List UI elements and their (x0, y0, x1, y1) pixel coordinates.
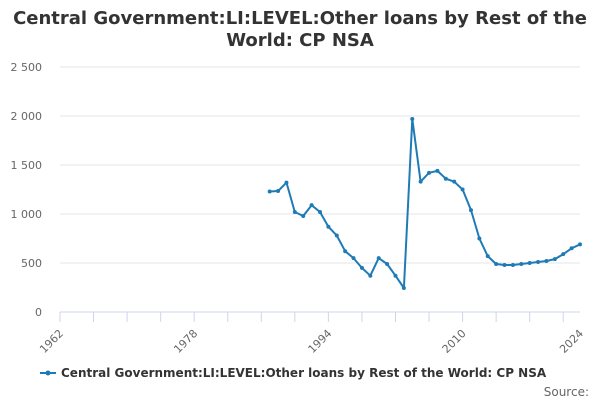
data-point[interactable] (385, 261, 390, 266)
x-tick-label: 1994 (306, 327, 335, 356)
x-tick-label: 1962 (37, 327, 66, 356)
data-point[interactable] (410, 116, 415, 121)
x-tick-label: 2010 (440, 327, 469, 356)
data-point[interactable] (443, 176, 448, 181)
data-point[interactable] (485, 254, 490, 259)
data-point[interactable] (393, 273, 398, 278)
y-tick-label: 1 500 (11, 159, 43, 172)
data-point[interactable] (468, 208, 473, 213)
data-point[interactable] (292, 210, 297, 215)
legend[interactable]: Central Government:LI:LEVEL:Other loans … (40, 366, 547, 380)
data-point[interactable] (435, 168, 440, 173)
data-point[interactable] (418, 179, 423, 184)
credits-text[interactable]: Source: (544, 385, 589, 399)
legend-marker-symbol (45, 370, 51, 376)
chart-title-line-1: Central Government:LI:LEVEL:Other loans … (13, 8, 587, 29)
data-point[interactable] (452, 179, 457, 184)
y-tick-label: 500 (21, 257, 42, 270)
data-point[interactable] (427, 170, 432, 175)
data-point[interactable] (284, 180, 289, 185)
data-point[interactable] (267, 189, 272, 194)
x-tick-label: 1978 (171, 327, 200, 356)
data-point[interactable] (527, 261, 532, 265)
data-point[interactable] (561, 252, 566, 257)
data-point[interactable] (552, 257, 557, 262)
data-point[interactable] (401, 285, 406, 290)
data-point[interactable] (343, 249, 348, 254)
data-point[interactable] (301, 213, 306, 218)
data-point[interactable] (376, 256, 381, 261)
data-point[interactable] (351, 256, 356, 261)
chart-title-line-2: World: CP NSA (226, 30, 374, 51)
data-point[interactable] (276, 188, 281, 193)
x-tick-label: 2024 (557, 327, 586, 356)
data-point[interactable] (368, 273, 373, 278)
data-point[interactable] (359, 265, 364, 270)
chart-title: Central Government:LI:LEVEL:Other loans … (13, 8, 587, 51)
data-point[interactable] (309, 203, 314, 208)
data-point[interactable] (544, 259, 549, 264)
data-point[interactable] (460, 187, 465, 192)
y-tick-label: 0 (35, 306, 42, 319)
data-point[interactable] (477, 236, 482, 241)
y-tick-label: 2 000 (11, 110, 43, 123)
data-point[interactable] (494, 261, 499, 266)
data-point[interactable] (502, 262, 507, 267)
data-point[interactable] (569, 246, 574, 251)
y-tick-label: 1 000 (11, 208, 43, 221)
series-group (267, 116, 582, 290)
y-tick-label: 2 500 (11, 61, 43, 74)
data-point[interactable] (326, 224, 331, 229)
data-point[interactable] (519, 261, 524, 266)
data-point[interactable] (334, 233, 339, 238)
data-point[interactable] (510, 262, 515, 267)
legend-label: Central Government:LI:LEVEL:Other loans … (61, 366, 547, 380)
y-axis: 0 500 1 000 1 500 2 000 2 500 (11, 61, 43, 319)
x-axis: 1962 1978 1994 2010 2024 (37, 312, 586, 356)
grid-lines (60, 66, 580, 313)
data-point[interactable] (536, 260, 541, 265)
data-point[interactable] (318, 210, 322, 215)
data-point[interactable] (578, 242, 582, 247)
